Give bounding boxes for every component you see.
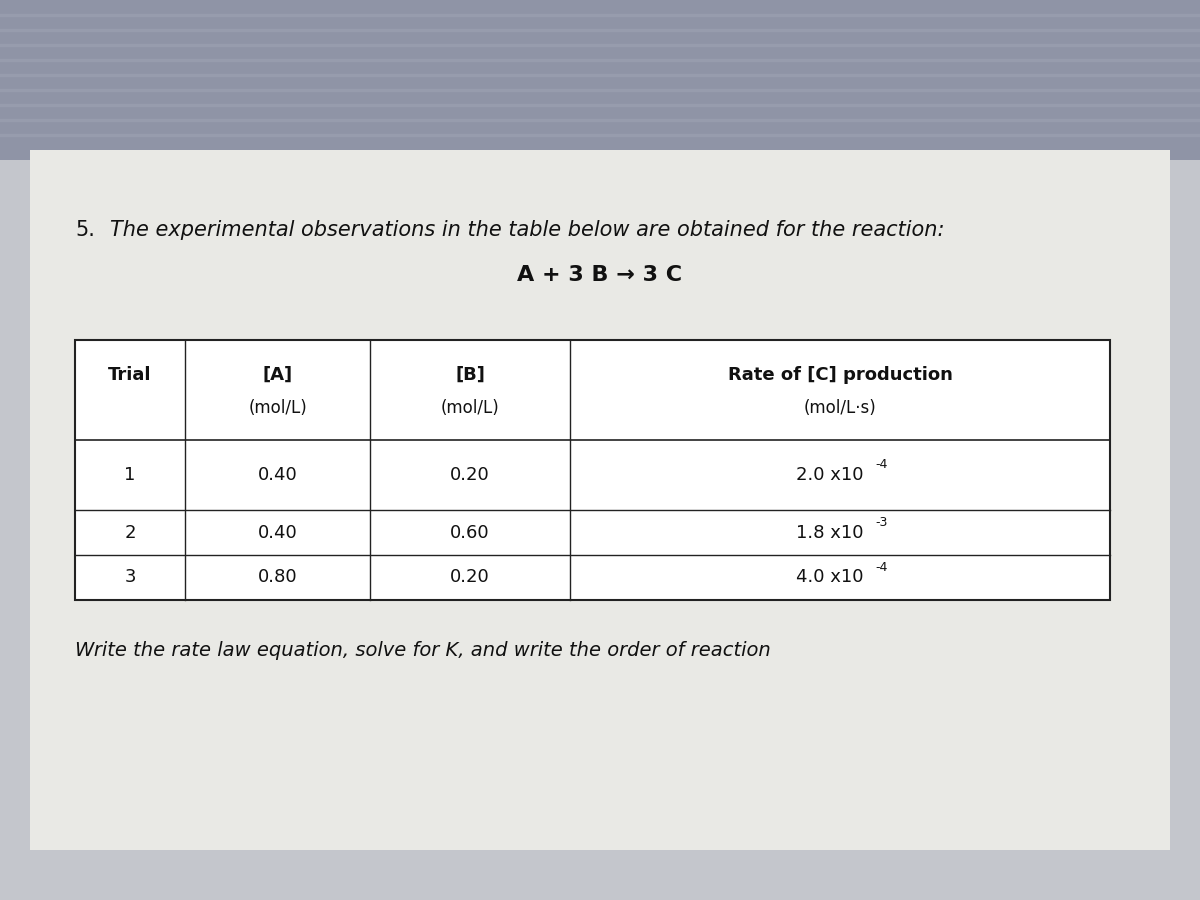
Bar — [30, 150, 1170, 850]
Text: (mol/L·s): (mol/L·s) — [804, 399, 876, 417]
Text: 3: 3 — [125, 569, 136, 587]
Text: 0.60: 0.60 — [450, 524, 490, 542]
Text: 5.: 5. — [74, 220, 95, 240]
Text: Trial: Trial — [108, 366, 151, 384]
Text: 0.80: 0.80 — [258, 569, 298, 587]
Text: (mol/L): (mol/L) — [248, 399, 307, 417]
Bar — [74, 340, 1110, 600]
Text: 2: 2 — [125, 524, 136, 542]
Text: -4: -4 — [876, 561, 888, 574]
Text: 0.40: 0.40 — [258, 466, 298, 484]
Text: 0.20: 0.20 — [450, 466, 490, 484]
Text: 2.0 x10: 2.0 x10 — [797, 466, 864, 484]
Text: The experimental observations in the table below are obtained for the reaction:: The experimental observations in the tab… — [110, 220, 944, 240]
Text: 4.0 x10: 4.0 x10 — [797, 569, 864, 587]
Text: (mol/L): (mol/L) — [440, 399, 499, 417]
Text: 0.40: 0.40 — [258, 524, 298, 542]
Text: [A]: [A] — [263, 366, 293, 384]
Bar — [0, 160, 1200, 900]
Text: 1: 1 — [125, 466, 136, 484]
Text: 0.20: 0.20 — [450, 569, 490, 587]
Bar — [0, 0, 1200, 160]
Text: A + 3 B → 3 C: A + 3 B → 3 C — [517, 265, 683, 285]
Text: -3: -3 — [876, 516, 888, 529]
Text: -4: -4 — [876, 458, 888, 472]
Text: [B]: [B] — [455, 366, 485, 384]
Text: 1.8 x10: 1.8 x10 — [797, 524, 864, 542]
Text: Write the rate law equation, solve for K, and write the order of reaction: Write the rate law equation, solve for K… — [74, 641, 770, 660]
Text: Rate of [C] production: Rate of [C] production — [727, 366, 953, 384]
